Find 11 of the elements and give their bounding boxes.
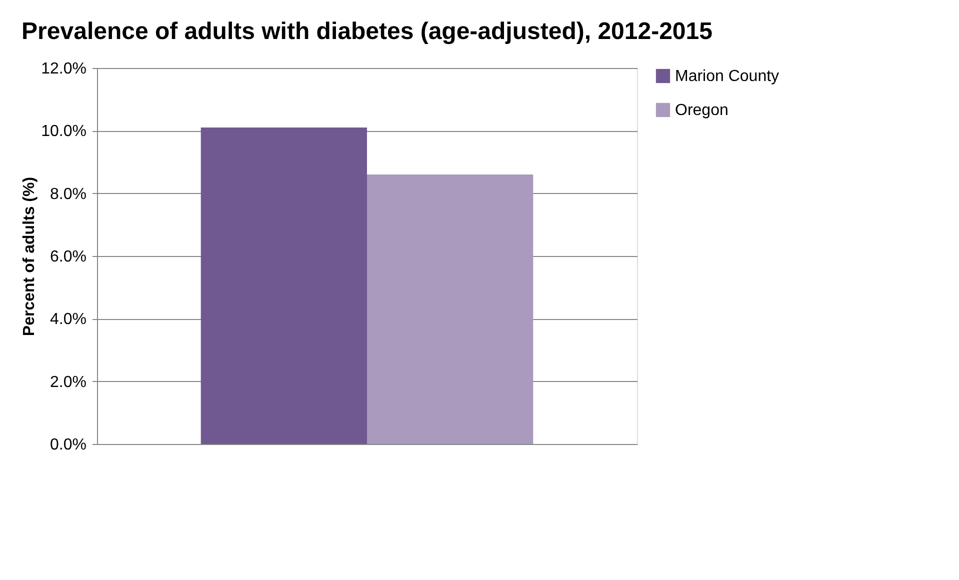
y-tick-label: 8.0%: [50, 186, 86, 203]
legend-label: Marion County: [675, 68, 780, 85]
y-axis-title: Percent of adults (%): [21, 176, 38, 336]
y-tick-label: 10.0%: [41, 123, 86, 140]
y-tick-label: 0.0%: [50, 436, 86, 454]
legend-label: Oregon: [675, 102, 728, 119]
y-tick-label: 12.0%: [41, 60, 86, 78]
y-tick-label: 2.0%: [50, 374, 86, 391]
y-tick-label: 4.0%: [50, 311, 86, 328]
y-tick-label: 6.0%: [50, 248, 86, 266]
chart-title: Prevalence of adults with diabetes (age-adjusted), 2012-2015: [22, 18, 712, 45]
